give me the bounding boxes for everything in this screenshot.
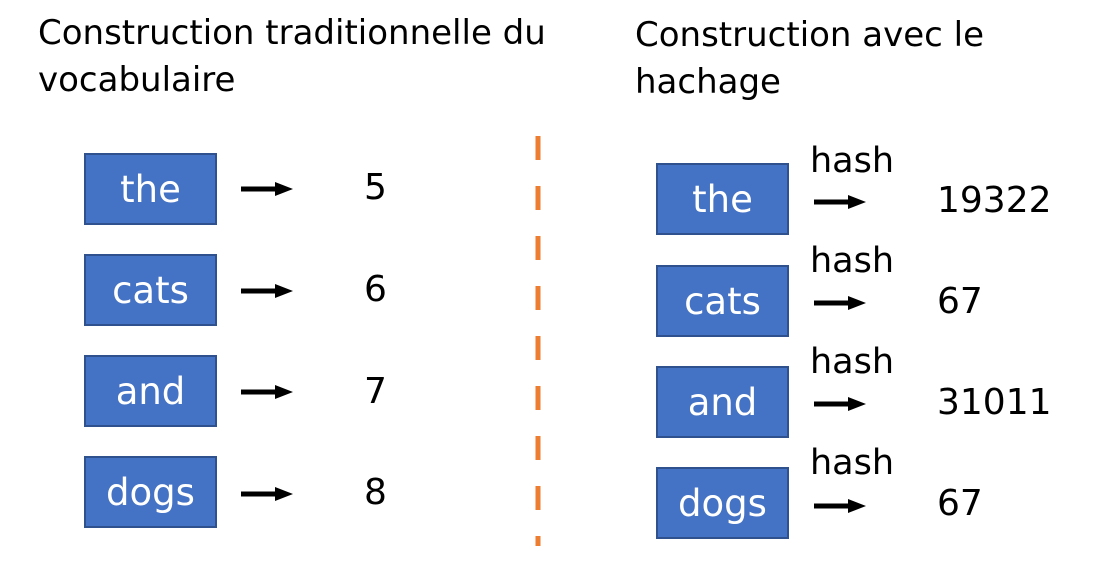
left-word-box-and: and	[84, 355, 217, 427]
right-word-box-and: and	[656, 366, 789, 438]
left-word-box-dogs: dogs	[84, 456, 217, 528]
arrow-right-icon	[241, 385, 293, 399]
left-value-the: 5	[364, 167, 387, 208]
right-value-and: 31011	[937, 382, 1052, 423]
section-divider	[535, 136, 541, 546]
arrow-right-icon	[814, 499, 866, 513]
arrow-right-icon	[814, 195, 866, 209]
right-value-dogs: 67	[937, 483, 983, 524]
arrow-right-icon	[241, 284, 293, 298]
left-value-cats: 6	[364, 269, 387, 310]
traditional-vocab-title: Construction traditionnelle du vocabulai…	[38, 13, 546, 100]
hash-label: hash	[810, 241, 895, 281]
right-word-box-cats: cats	[656, 265, 789, 337]
arrow-right-icon	[241, 182, 293, 196]
hashing-vocab-title: Construction avec le hachage	[635, 15, 985, 102]
arrow-right-icon	[241, 487, 293, 501]
right-word-box-the: the	[656, 163, 789, 235]
left-word-box-the: the	[84, 153, 217, 225]
hash-label: hash	[810, 443, 895, 483]
hash-label: hash	[810, 141, 895, 181]
left-word-box-cats: cats	[84, 254, 217, 326]
arrow-right-icon	[814, 296, 866, 310]
arrow-right-icon	[814, 397, 866, 411]
right-value-cats: 67	[937, 281, 983, 322]
left-value-dogs: 8	[364, 472, 387, 513]
right-value-the: 19322	[937, 180, 1052, 221]
left-value-and: 7	[364, 371, 387, 412]
right-word-box-dogs: dogs	[656, 467, 789, 539]
hash-label: hash	[810, 342, 895, 382]
